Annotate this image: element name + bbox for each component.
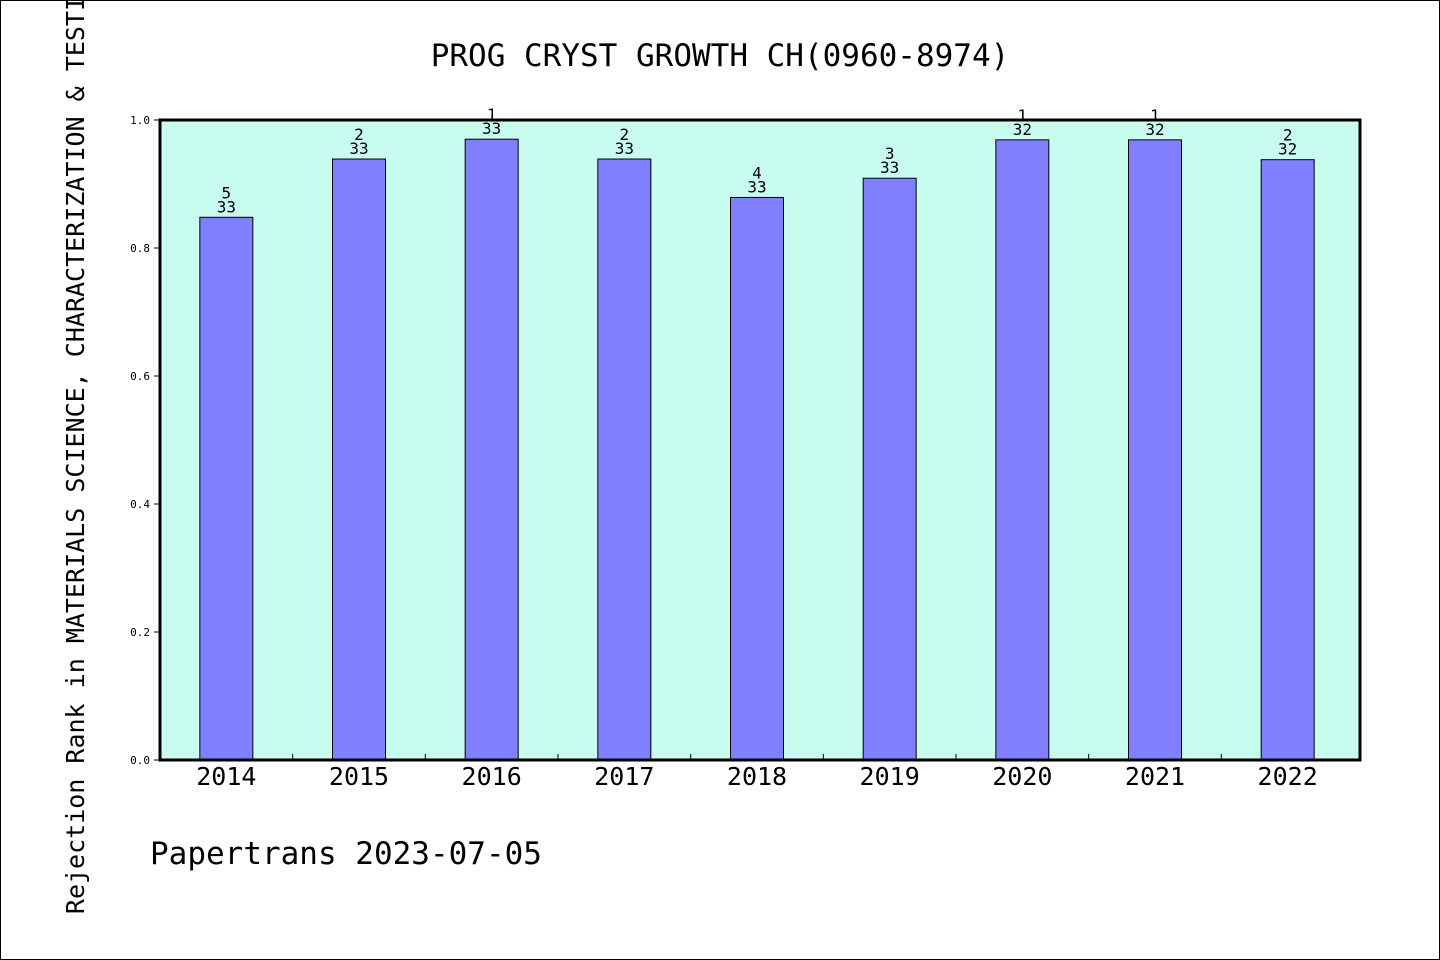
y-tick-label: 0.0 [130,754,150,767]
y-tick-label: 0.2 [130,626,150,639]
y-tick-label: 0.6 [130,370,150,383]
bar-total-label-2015: 33 [349,139,368,158]
bar-rank-label-2019: 3 [885,144,895,163]
bar-total-label-2014: 33 [217,197,236,216]
x-tick-label-2020: 2020 [992,762,1052,791]
bar-total-label-2017: 33 [615,139,634,158]
bar-total-label-2022: 32 [1278,140,1297,159]
bar-2016 [464,138,519,761]
x-tick-label-2017: 2017 [594,762,654,791]
footer-text: Papertrans 2023-07-05 [150,836,542,872]
axis-ticks-group: 2014 2015 2016 2017 2018 2019 2020 2021 2022 0.0 0… [130,114,1318,791]
bar-2021 [1128,139,1182,761]
x-tick-label-2016: 2016 [462,762,522,791]
y-tick-label: 0.4 [130,498,150,511]
x-tick-label-2019: 2019 [860,762,920,791]
bar-rank-label-2020: 1 [1018,106,1028,125]
bar-rank-label-2014: 5 [222,183,232,202]
bar-total-label-2018: 33 [747,177,766,196]
bar-rank-label-2018: 4 [752,163,762,182]
x-tick-label-2014: 2014 [196,762,256,791]
bar-2017 [597,158,652,761]
bar-rank-label-2022: 2 [1283,126,1293,145]
x-tick-label-2022: 2022 [1258,762,1318,791]
plot-border [158,118,1362,762]
y-tick-label: 0.8 [130,242,150,255]
bar-rank-label-2017: 2 [620,125,630,144]
bar-rank-label-2021: 1 [1150,106,1160,125]
x-tick-label-2018: 2018 [727,762,787,791]
x-tick-label-2021: 2021 [1125,762,1185,791]
bar-total-label-2019: 33 [880,158,899,177]
bar-2014 [199,216,254,761]
chart-title: PROG CRYST GROWTH CH(0960-8974) [431,38,1010,74]
bar-2019 [862,177,917,761]
bar-2015 [332,158,386,761]
bar-2022 [1260,159,1315,761]
bar-total-label-2020: 32 [1013,120,1032,139]
bar-rank-label-2015: 2 [354,125,364,144]
x-tick-label-2015: 2015 [329,762,389,791]
y-tick-label: 1.0 [130,114,150,127]
bar-rank-label-2016: 1 [487,105,497,124]
y-axis-label: Rejection Rank in MATERIALS SCIENCE, CHA… [61,0,90,914]
bar-total-label-2016: 33 [482,119,501,138]
bar-2020 [995,139,1050,761]
bar-2018 [730,196,784,761]
bar-total-label-2021: 32 [1145,120,1164,139]
